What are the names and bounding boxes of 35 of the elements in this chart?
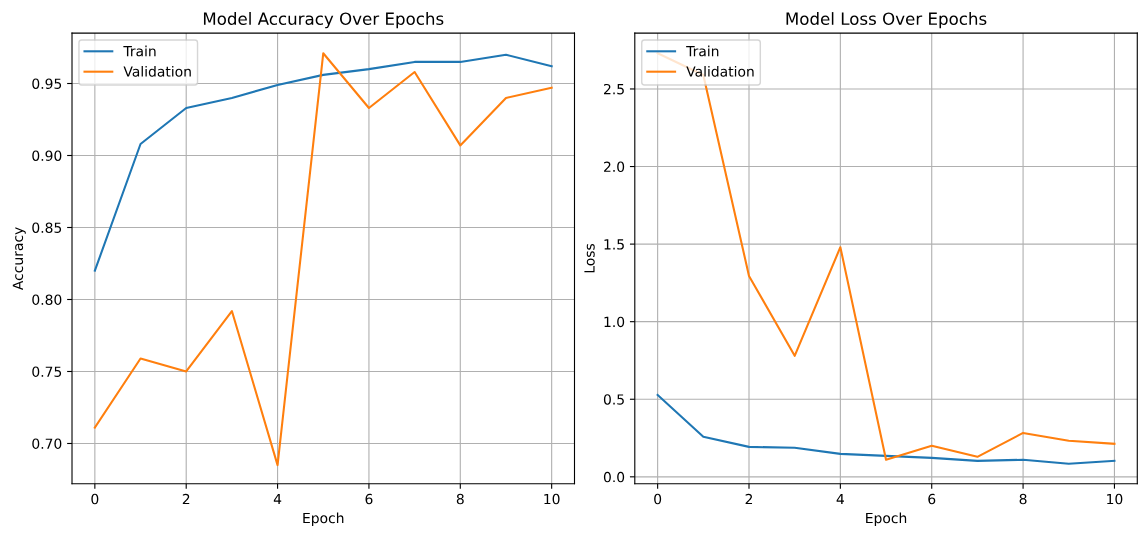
x-tick-label: 2 bbox=[182, 493, 190, 505]
x-tick-label: 2 bbox=[745, 493, 753, 505]
y-axis-title: Loss bbox=[584, 243, 595, 273]
x-tick-label: 0 bbox=[654, 493, 662, 505]
legend-label: Train bbox=[123, 45, 156, 57]
x-axis-title: Epoch bbox=[303, 512, 344, 526]
x-tick-label: 10 bbox=[1107, 493, 1123, 505]
chart-title: Model Accuracy Over Epochs bbox=[203, 12, 444, 29]
legend-label: Validation bbox=[123, 65, 191, 77]
y-tick-label: 0.75 bbox=[32, 366, 62, 377]
x-tick-label: 6 bbox=[928, 493, 936, 505]
y-axis-title: Accuracy bbox=[12, 227, 26, 291]
y-tick-label: 2.0 bbox=[604, 161, 625, 173]
legend-label: Validation bbox=[686, 65, 754, 77]
y-tick-label: 1.5 bbox=[604, 239, 624, 250]
chart-title: Model Loss Over Epochs bbox=[786, 12, 987, 29]
legend-label: Train bbox=[686, 45, 719, 57]
x-axis-title: Epoch bbox=[866, 512, 907, 526]
y-tick-label: 0.5 bbox=[603, 394, 624, 405]
x-tick-label: 6 bbox=[365, 493, 373, 505]
x-tick-label: 4 bbox=[273, 493, 282, 505]
line-series bbox=[656, 393, 1116, 465]
y-tick-label: 0.70 bbox=[32, 438, 62, 449]
y-tick-label: 0.0 bbox=[603, 471, 625, 483]
y-tick-label: 0.90 bbox=[32, 150, 62, 161]
x-tick-label: 0 bbox=[91, 493, 99, 505]
y-tick-label: 1.0 bbox=[604, 316, 625, 328]
x-tick-label: 8 bbox=[456, 493, 464, 505]
x-tick-label: 10 bbox=[544, 493, 560, 505]
x-tick-label: 4 bbox=[836, 493, 844, 505]
y-tick-label: 0.85 bbox=[32, 222, 62, 233]
y-tick-label: 0.95 bbox=[32, 78, 62, 89]
y-tick-label: 0.80 bbox=[32, 294, 62, 305]
x-tick-label: 8 bbox=[1019, 493, 1027, 505]
y-tick-label: 2.5 bbox=[604, 83, 624, 95]
